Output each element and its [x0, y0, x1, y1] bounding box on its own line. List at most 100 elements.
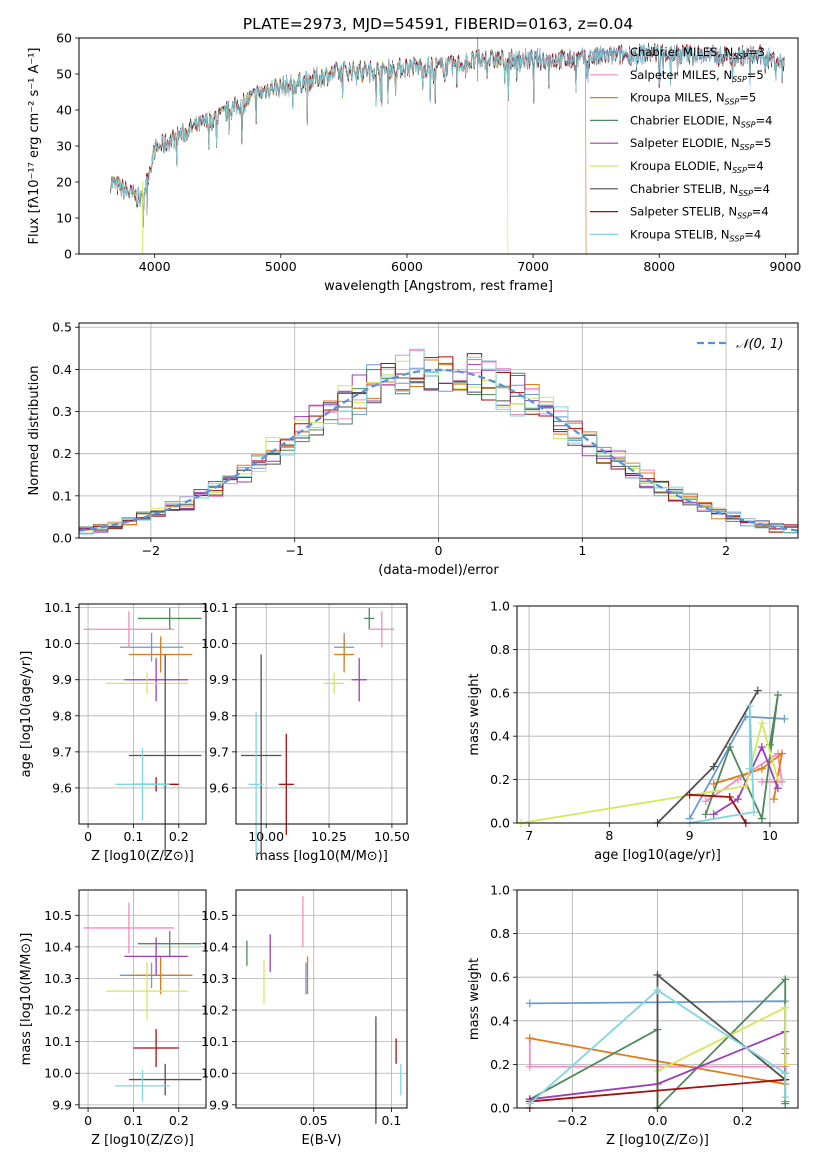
legend-label-main: Salpeter ELODIE, N [630, 136, 740, 150]
y-tick-label: 10.0 [201, 1066, 229, 1081]
axes-frame [78, 37, 799, 255]
mass-weight-vs-age-panel: 7 8 9 10 0.0 0.2 0.4 0.6 0.8 1.0 age [log10(age/yr… [467, 599, 799, 863]
legend-label-main: Salpeter MILES, N [630, 68, 732, 82]
mass-weight-marker [780, 714, 789, 723]
axes-frame [235, 603, 408, 825]
errorbar-point [128, 636, 193, 673]
errorbar-point [83, 902, 175, 954]
axes-frame [516, 605, 799, 824]
legend-label-tail: =4 [747, 159, 764, 173]
y-tick-label: 0.3 [52, 404, 72, 419]
y-tick-label: 9.8 [52, 708, 72, 723]
y-tick-label: 10.4 [201, 939, 229, 954]
age-vs-mass-panel: 10.00 10.25 10.50 9.6 9.7 9.8 9.9 10.0 10.1 mass … [201, 600, 410, 864]
figure-title: PLATE=2973, MJD=54591, FIBERID=0163, z=0… [243, 15, 633, 33]
mass-weight-marker [773, 690, 782, 699]
mass-weight-marker [525, 1034, 534, 1043]
mass-weight-marker [725, 792, 734, 801]
x-tick-label: 10.00 [248, 829, 284, 844]
y-tick-label: 10.5 [44, 908, 72, 923]
y-tick-label: 0.5 [52, 320, 72, 335]
legend-label: Salpeter ELODIE, NSSP=5 [630, 136, 771, 152]
y-tick-label: 20 [56, 175, 72, 190]
x-axis-label: Z [log10(Z/Z⊙)] [91, 849, 194, 864]
legend-label-sub: SSP [732, 166, 747, 175]
x-axis-label: Z [log10(Z/Z⊙)] [606, 1133, 709, 1148]
legend-label-sub: SSP [725, 98, 740, 107]
axes-frame [235, 889, 408, 1109]
axes-frame [78, 889, 207, 1109]
mass-weight-line [656, 690, 759, 824]
errorbar-point [119, 632, 184, 662]
y-tick-label: 60 [56, 31, 72, 46]
y-axis-label: age [log10(age/yr)] [19, 651, 34, 778]
y-tick-label: 30 [56, 139, 72, 154]
x-tick-label: 0.1 [123, 829, 143, 844]
legend-label-tail: =5 [739, 91, 756, 105]
legend-label-sub: SSP [738, 189, 753, 198]
y-tick-label: 9.7 [209, 744, 229, 759]
y-tick-label: 0.0 [52, 531, 72, 546]
legend-label: Kroupa STELIB, NSSP=4 [630, 227, 761, 243]
y-tick-label: 0.2 [490, 1057, 510, 1072]
legend-label-sub: SSP [730, 234, 745, 243]
x-tick-label: 8000 [643, 259, 675, 274]
mass-weight-marker [777, 749, 786, 758]
x-tick-label: 7000 [517, 259, 549, 274]
x-tick-label: 8 [605, 828, 613, 843]
legend-label: Salpeter MILES, NSSP=5 [630, 68, 764, 84]
x-tick-label: 9000 [769, 259, 801, 274]
normal-curve [78, 368, 799, 532]
legend-label-tail: =4 [752, 205, 769, 219]
errorbar-point [128, 1063, 202, 1096]
axes-frame [78, 322, 799, 539]
y-tick-label: 10.0 [44, 1066, 72, 1081]
x-tick-label: 7 [525, 828, 533, 843]
y-axis-label: mass [log10(M/M⊙)] [19, 933, 34, 1066]
y-tick-label: 9.6 [209, 780, 229, 795]
x-tick-label: 6000 [391, 259, 423, 274]
y-axis-label: mass weight [467, 673, 482, 755]
errorbar-point [106, 962, 188, 1020]
residual-histogram [78, 348, 799, 538]
mass-vs-ebv-panel: 0.05 0.1 9.9 10.0 10.1 10.2 10.3 10.4 10.5 E(B-V) [201, 889, 408, 1148]
mass-weight-marker [757, 719, 766, 728]
y-tick-label: 1.0 [490, 883, 510, 898]
mass-weight-marker [749, 808, 758, 817]
errorbar-point [278, 733, 294, 835]
y-tick-label: 10.0 [201, 636, 229, 651]
legend-label-main: Chabrier STELIB, N [630, 182, 738, 196]
y-tick-label: 0.8 [490, 642, 510, 657]
y-tick-label: 9.6 [52, 780, 72, 795]
legend-label: Chabrier STELIB, NSSP=4 [630, 182, 770, 198]
legend-label-tail: =4 [753, 182, 770, 196]
x-tick-label: −2 [142, 543, 160, 558]
mass-weight-marker [525, 1062, 534, 1071]
mass-weight-marker [733, 795, 742, 804]
x-tick-label: −0.2 [557, 1113, 587, 1128]
y-axis-label: Normed distribution [27, 366, 42, 496]
x-tick-label: 0 [84, 1113, 92, 1128]
y-tick-label: 0.4 [490, 729, 510, 744]
errorbar-point [364, 607, 375, 630]
mass-weight-marker [773, 784, 782, 793]
errorbar-point [241, 654, 282, 857]
errorbar-point [324, 672, 345, 695]
errorbar-point [124, 937, 188, 976]
mass-weight-line [689, 705, 755, 824]
x-tick-label: 9 [686, 828, 694, 843]
errorbar-point [128, 654, 202, 857]
y-tick-label: 0.8 [490, 926, 510, 941]
legend-label-sub: SSP [732, 75, 747, 84]
mass-weight-marker [653, 971, 662, 980]
mass-weight-marker [757, 764, 766, 773]
legend-label: Chabrier ELODIE, NSSP=4 [630, 113, 772, 129]
y-tick-label: 9.9 [209, 1097, 229, 1112]
errorbar-point [137, 607, 202, 630]
y-tick-label: 10.1 [201, 1034, 229, 1049]
x-tick-label: 0.2 [169, 1113, 189, 1128]
mass-weight-line [520, 719, 779, 824]
mass-vs-metallicity-panel: 0 0.1 0.2 9.9 10.0 10.1 10.2 10.3 10.4 10.5 Z [log… [19, 889, 207, 1148]
y-tick-label: 0.0 [490, 1101, 510, 1116]
